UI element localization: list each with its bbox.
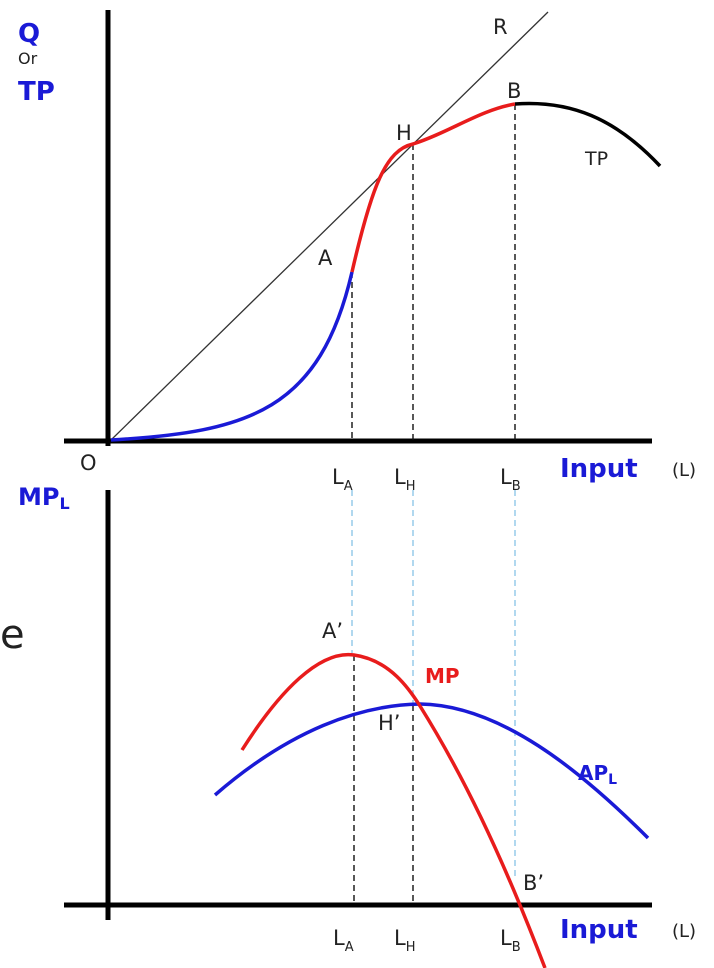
- tp-curve-black-segment: [514, 101, 662, 168]
- x-axis-unit-bottom: (L): [672, 921, 696, 942]
- x-tick-la-top: LA: [332, 465, 353, 494]
- x-tick-lb-bottom: LB: [500, 926, 521, 955]
- tp-curve-blue-segment: [110, 271, 354, 442]
- ray-label-r: R: [493, 15, 508, 39]
- curve-label-apl: APL: [578, 761, 617, 788]
- x-tick-lh-bottom: LH: [394, 926, 415, 955]
- y-axis-label-mpl: MPL: [18, 483, 70, 513]
- x-tick-lh-top: LH: [394, 465, 415, 494]
- origin-label: O: [80, 451, 97, 475]
- y-axis-label-or: Or: [18, 49, 38, 68]
- point-label-h-prime: H’: [378, 711, 400, 735]
- point-label-b-prime: B’: [523, 871, 544, 895]
- x-axis-label-top: Input: [560, 454, 638, 484]
- mp-curve: [240, 652, 547, 968]
- y-axis-label-q: Q: [18, 19, 40, 49]
- x-axis-label-bottom: Input: [560, 915, 638, 945]
- point-label-a: A: [318, 246, 333, 270]
- x-tick-lb-top: LB: [500, 465, 521, 494]
- curve-label-mp: MP: [425, 664, 460, 688]
- tp-curve-red-segment: [350, 102, 516, 273]
- point-label-h: H: [396, 121, 412, 145]
- curve-label-tp: TP: [584, 148, 608, 170]
- x-tick-la-bottom: LA: [333, 926, 354, 955]
- ray-or-line: [110, 11, 549, 441]
- point-label-a-prime: A’: [322, 619, 343, 643]
- edge-glyph: e: [0, 612, 25, 658]
- point-label-b: B: [507, 79, 521, 103]
- x-axis-unit-top: (L): [672, 460, 696, 481]
- y-axis-label-tp: TP: [18, 77, 55, 107]
